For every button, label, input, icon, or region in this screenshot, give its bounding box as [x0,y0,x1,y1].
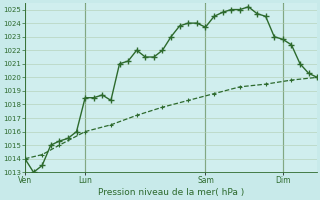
X-axis label: Pression niveau de la mer( hPa ): Pression niveau de la mer( hPa ) [98,188,244,197]
